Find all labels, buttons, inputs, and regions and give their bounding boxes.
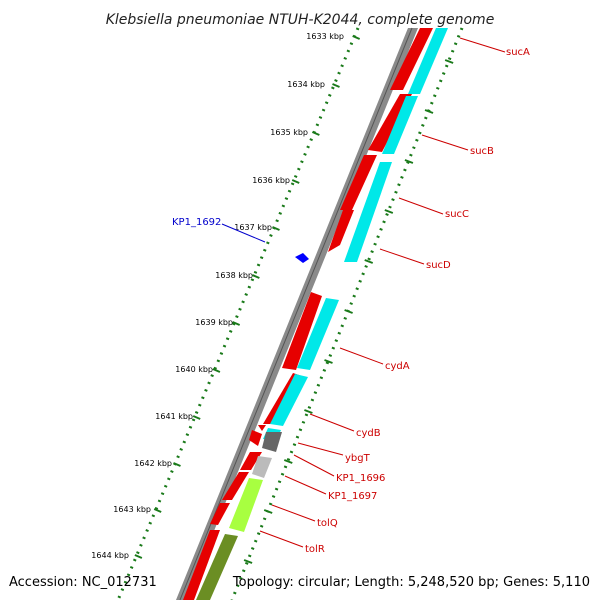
gene-label-kp1-1692[interactable]: KP1_1692 bbox=[172, 217, 221, 228]
cds-tolq bbox=[229, 478, 263, 532]
feature-tolr-block bbox=[210, 503, 230, 525]
leader-line bbox=[293, 454, 335, 477]
cds-cyda bbox=[297, 298, 339, 370]
gene-label-sucb[interactable]: sucB bbox=[470, 146, 494, 157]
tick-mark bbox=[153, 508, 162, 513]
leader-line bbox=[309, 413, 355, 432]
gene-label-kp1-1697[interactable]: KP1_1697 bbox=[328, 491, 377, 502]
tick-label: 1642 kbp bbox=[134, 459, 172, 468]
inner-tick-mark bbox=[424, 109, 434, 114]
tick-mark bbox=[134, 554, 143, 559]
cds-track bbox=[196, 28, 448, 600]
tick-label: 1639 kbp bbox=[195, 318, 233, 327]
leader-line bbox=[284, 475, 327, 495]
leader-line bbox=[398, 197, 444, 215]
feature-sucd-arrow bbox=[328, 210, 354, 252]
feature-cyda-block bbox=[282, 292, 322, 370]
cds-tolr bbox=[196, 534, 238, 600]
inner-tick-mark bbox=[243, 559, 253, 564]
cds-succ-sucd bbox=[344, 162, 392, 262]
tick-mark bbox=[272, 226, 280, 231]
tick-label: 1641 kbp bbox=[155, 412, 193, 421]
leader-line bbox=[221, 223, 266, 243]
gene-label-cydb[interactable]: cydB bbox=[356, 428, 381, 439]
cds-sucb bbox=[382, 96, 418, 154]
tick-mark bbox=[352, 35, 361, 40]
feature-kp1-1696-arrow bbox=[249, 430, 262, 446]
feature-suca-block bbox=[390, 28, 433, 90]
gene-label-tolr[interactable]: tolR bbox=[305, 544, 325, 555]
gene-label-cyda[interactable]: cydA bbox=[385, 361, 410, 372]
gene-label-suca[interactable]: sucA bbox=[506, 47, 530, 58]
leader-line bbox=[339, 347, 384, 365]
cds-suca bbox=[408, 28, 448, 94]
cds-cydb bbox=[270, 374, 308, 426]
feature-tolq-block bbox=[222, 472, 249, 500]
gene-label-succ[interactable]: sucC bbox=[445, 209, 469, 220]
tick-layer: 1633 kbp 1634 kbp 1635 kbp 1636 kbp 1637… bbox=[91, 32, 454, 564]
leader-line bbox=[421, 134, 469, 151]
tick-label: 1638 kbp bbox=[215, 271, 253, 280]
inner-tick-mark bbox=[304, 409, 313, 414]
genome-summary: Topology: circular; Length: 5,248,520 bp… bbox=[232, 575, 590, 590]
cds-kp1-1696 bbox=[262, 432, 282, 452]
tick-mark bbox=[232, 321, 241, 326]
leader-line bbox=[271, 504, 316, 522]
tick-label: 1636 kbp bbox=[252, 176, 290, 185]
inner-tick-mark bbox=[404, 159, 414, 164]
tick-label: 1634 kbp bbox=[287, 80, 325, 89]
forward-strand-features bbox=[183, 28, 433, 600]
tick-label: 1637 kbp bbox=[234, 223, 272, 232]
tick-label: 1633 kbp bbox=[306, 32, 344, 41]
inner-tick-mark bbox=[384, 209, 394, 214]
tick-mark bbox=[251, 274, 260, 279]
gene-label-layer: sucA sucB sucC sucD KP1_1692 cydA cydB y… bbox=[172, 37, 530, 555]
leader-line bbox=[297, 442, 344, 456]
feature-kp1-1697-block bbox=[240, 452, 262, 470]
cds-kp1-1697 bbox=[252, 456, 272, 478]
tick-mark bbox=[173, 462, 181, 467]
tick-mark bbox=[311, 131, 320, 136]
accession-label: Accession: NC_012731 bbox=[9, 575, 157, 590]
tick-mark bbox=[212, 368, 221, 373]
leader-line bbox=[259, 530, 304, 548]
feature-succ-block bbox=[340, 155, 377, 210]
leader-line bbox=[379, 248, 425, 265]
map-title: Klebsiella pneumoniae NTUH-K2044, comple… bbox=[106, 12, 495, 28]
leader-line bbox=[459, 37, 506, 53]
tick-mark bbox=[192, 415, 201, 420]
tick-label: 1640 kbp bbox=[175, 365, 213, 374]
inner-tick-mark bbox=[364, 259, 374, 264]
feature-tola-block bbox=[183, 530, 220, 600]
tick-label: 1635 kbp bbox=[270, 128, 308, 137]
inner-tick-mark bbox=[444, 59, 454, 64]
tick-label: 1643 kbp bbox=[113, 505, 151, 514]
inner-tick-mark bbox=[283, 459, 293, 464]
feature-ybgt-arrow bbox=[258, 425, 266, 431]
gene-label-sucd[interactable]: sucD bbox=[426, 260, 451, 271]
feature-kp1-1692 bbox=[295, 253, 309, 263]
gene-label-ybgt[interactable]: ybgT bbox=[345, 453, 371, 464]
gene-label-tolq[interactable]: tolQ bbox=[317, 518, 338, 529]
tick-mark bbox=[332, 83, 340, 88]
gene-label-kp1-1696[interactable]: KP1_1696 bbox=[336, 473, 385, 484]
inner-tick-mark bbox=[344, 309, 353, 314]
inner-tick-mark bbox=[263, 509, 273, 514]
tick-label: 1644 kbp bbox=[91, 551, 129, 560]
inner-dot-line bbox=[230, 27, 464, 600]
inner-tick-mark bbox=[324, 359, 333, 364]
tick-mark bbox=[291, 179, 300, 184]
